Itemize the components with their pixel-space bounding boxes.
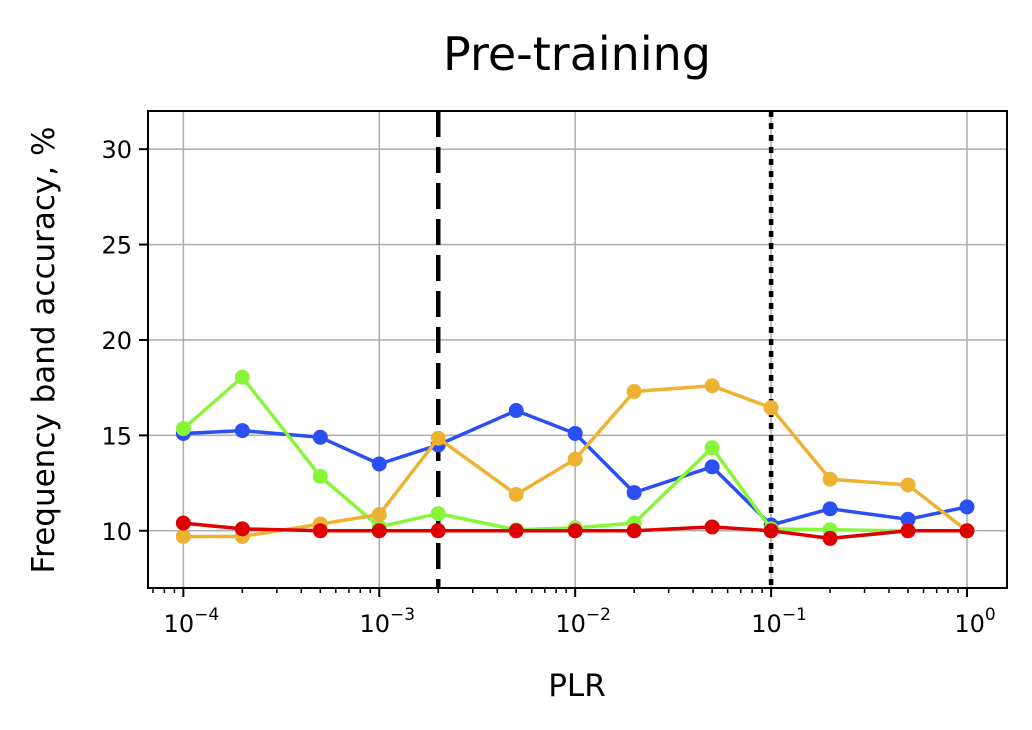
y-tick-label: 20 bbox=[101, 327, 132, 355]
data-point bbox=[567, 523, 583, 539]
x-tick-label: 10−4 bbox=[164, 605, 220, 638]
data-point bbox=[704, 378, 720, 394]
data-point bbox=[567, 425, 583, 441]
x-tick-exponent: −1 bbox=[782, 605, 807, 625]
data-point bbox=[430, 523, 446, 539]
x-tick-exponent: −3 bbox=[390, 605, 415, 625]
x-tick-base: 10 bbox=[359, 610, 390, 638]
data-point bbox=[959, 523, 975, 539]
data-point bbox=[822, 530, 838, 546]
data-point bbox=[312, 429, 328, 445]
x-tick-label: 10−1 bbox=[751, 605, 807, 638]
data-point bbox=[626, 523, 642, 539]
data-point bbox=[371, 523, 387, 539]
data-point bbox=[704, 459, 720, 475]
series-group bbox=[175, 369, 975, 546]
x-tick-base: 10 bbox=[751, 610, 782, 638]
data-point bbox=[430, 430, 446, 446]
data-point bbox=[312, 523, 328, 539]
x-tick-label: 10−2 bbox=[555, 605, 611, 638]
data-point bbox=[430, 506, 446, 522]
y-tick-label: 30 bbox=[101, 136, 132, 164]
series-4 bbox=[175, 515, 975, 546]
data-point bbox=[234, 369, 250, 385]
plot-area-frame bbox=[147, 110, 1008, 589]
data-point bbox=[175, 515, 191, 531]
data-point bbox=[626, 383, 642, 399]
data-point bbox=[234, 521, 250, 537]
data-point bbox=[704, 440, 720, 456]
x-tick-label: 100 bbox=[954, 605, 995, 638]
data-point bbox=[763, 400, 779, 416]
reference-lines bbox=[435, 111, 774, 588]
data-point bbox=[175, 421, 191, 437]
data-point bbox=[508, 523, 524, 539]
x-tick-base: 10 bbox=[954, 610, 985, 638]
data-point bbox=[959, 499, 975, 515]
data-point bbox=[371, 456, 387, 472]
x-tick-base: 10 bbox=[164, 610, 195, 638]
data-point bbox=[900, 477, 916, 493]
x-tick-exponent: −4 bbox=[194, 605, 219, 625]
x-tick-exponent: 0 bbox=[985, 605, 996, 625]
data-point bbox=[312, 468, 328, 484]
y-tick-label: 10 bbox=[101, 518, 132, 546]
data-point bbox=[175, 528, 191, 544]
data-point bbox=[900, 523, 916, 539]
y-axis-label: Frequency band accuracy, % bbox=[26, 127, 62, 574]
data-point bbox=[508, 487, 524, 503]
data-point bbox=[822, 501, 838, 517]
x-tick-exponent: −2 bbox=[586, 605, 611, 625]
chart-title: Pre-training bbox=[443, 27, 711, 81]
y-tick-label: 15 bbox=[101, 422, 132, 450]
data-point bbox=[822, 471, 838, 487]
data-point bbox=[763, 523, 779, 539]
data-point bbox=[626, 485, 642, 501]
x-tick-base: 10 bbox=[555, 610, 586, 638]
data-point bbox=[234, 423, 250, 439]
x-axis-label: PLR bbox=[548, 668, 606, 704]
data-point bbox=[567, 451, 583, 467]
data-point bbox=[371, 507, 387, 523]
data-point bbox=[508, 403, 524, 419]
data-point bbox=[704, 519, 720, 535]
y-tick-label: 25 bbox=[101, 232, 132, 260]
x-tick-label: 10−3 bbox=[359, 605, 415, 638]
data-point bbox=[900, 511, 916, 527]
